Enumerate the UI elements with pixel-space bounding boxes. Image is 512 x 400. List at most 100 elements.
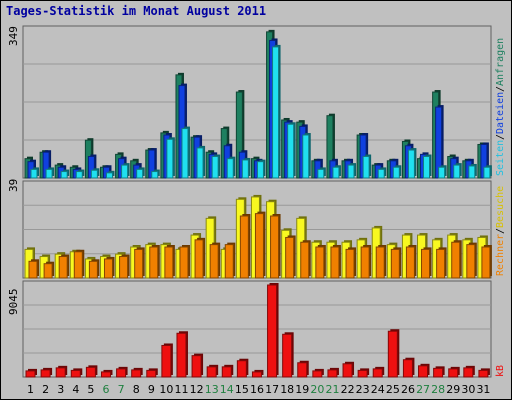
seiten-bar <box>30 168 38 179</box>
x-tick-label: 13 <box>205 383 219 396</box>
x-tick-label: 16 <box>250 383 264 396</box>
legend-top-label: Anfragen <box>495 38 506 86</box>
rechner-bar <box>58 256 68 279</box>
kb-bar <box>161 344 172 378</box>
rechner-bar <box>88 260 98 279</box>
rechner-bar <box>466 244 476 279</box>
rechner-bar <box>436 248 446 279</box>
kb-bar <box>176 332 187 378</box>
seiten-bar <box>302 134 310 179</box>
visits-panel-ymax-label: 39 <box>7 179 20 192</box>
seiten-bar <box>136 168 144 179</box>
seiten-bar <box>196 147 204 179</box>
seiten-bar <box>166 138 174 179</box>
x-tick-label: 2 <box>42 383 49 396</box>
kb-bar <box>221 366 232 378</box>
kb-bar <box>267 284 278 378</box>
rechner-bar <box>73 251 83 279</box>
kb-bar <box>342 363 353 378</box>
seiten-bar <box>151 171 159 179</box>
kb-bar <box>463 367 474 378</box>
seiten-bar <box>181 128 189 179</box>
seiten-bar <box>121 164 129 179</box>
seiten-bar <box>105 172 113 179</box>
rechner-bar <box>134 248 144 279</box>
rechner-bar <box>179 246 189 279</box>
kb-bar <box>357 369 368 378</box>
x-tick-label: 6 <box>103 383 110 396</box>
legend-top-label: Seiten <box>495 140 506 176</box>
kb-bar <box>327 369 338 378</box>
x-tick-label: 23 <box>356 383 370 396</box>
kb-bar <box>25 370 36 378</box>
kb-bar <box>191 355 202 378</box>
seiten-bar <box>75 171 83 179</box>
kb-bar <box>297 362 308 378</box>
seiten-bar <box>60 171 68 179</box>
rechner-bar <box>209 244 219 279</box>
rechner-bar <box>43 263 53 279</box>
kb-panel-ymax-label: 9045 <box>7 289 20 316</box>
x-tick-label: 8 <box>133 383 140 396</box>
x-tick-label: 19 <box>295 383 309 396</box>
rechner-bar <box>360 246 370 279</box>
x-tick-label: 17 <box>265 383 279 396</box>
kb-bar <box>418 365 429 378</box>
x-tick-label: 24 <box>371 383 385 396</box>
kb-bar <box>478 369 489 378</box>
seiten-bar <box>423 156 431 179</box>
legend-mid-label: Rechner <box>495 234 506 276</box>
legend-mid-label: Besuche <box>495 186 506 228</box>
rechner-bar <box>330 246 340 279</box>
rechner-bar <box>119 256 129 279</box>
kb-bar <box>55 367 66 378</box>
kb-bar <box>448 368 459 378</box>
seiten-bar <box>332 166 340 179</box>
seiten-bar <box>347 164 355 179</box>
seiten-bar <box>453 164 461 179</box>
hits-panel-ymax-label: 349 <box>7 26 20 46</box>
chart-title: Tages-Statistik im Monat August 2011 <box>6 4 267 18</box>
rechner-bar <box>451 241 461 279</box>
kb-bar <box>70 369 81 378</box>
rechner-bar <box>405 246 415 279</box>
kb-bar <box>40 369 51 378</box>
kb-bar <box>85 366 96 378</box>
rechner-bar <box>421 248 431 279</box>
x-tick-label: 1 <box>27 383 34 396</box>
kb-bar <box>131 369 142 378</box>
x-tick-label: 27 <box>416 383 430 396</box>
x-tick-label: 18 <box>280 383 294 396</box>
kb-bar <box>312 370 323 378</box>
x-tick-label: 4 <box>72 383 79 396</box>
rechner-bar <box>481 246 491 279</box>
kb-bar <box>116 368 127 378</box>
rechner-bar <box>239 215 249 279</box>
x-tick-label: 31 <box>476 383 490 396</box>
rechner-bar <box>149 246 159 279</box>
legend-top-separator: / <box>495 134 506 140</box>
x-tick-label: 28 <box>431 383 445 396</box>
seiten-bar <box>468 165 476 179</box>
seiten-bar <box>407 149 415 179</box>
legend-bot-label: kB <box>495 365 506 377</box>
seiten-bar <box>45 168 53 179</box>
seiten-bar <box>362 156 370 179</box>
rechner-bar <box>270 215 280 279</box>
rechner-bar <box>28 260 38 279</box>
x-tick-label: 12 <box>190 383 204 396</box>
kb-bar <box>146 369 157 378</box>
rechner-bar <box>194 239 204 279</box>
x-tick-label: 11 <box>175 383 189 396</box>
x-tick-label: 20 <box>310 383 324 396</box>
seiten-bar <box>392 166 400 179</box>
rechner-bar <box>300 241 310 279</box>
x-tick-label: 26 <box>401 383 415 396</box>
rechner-bar <box>164 246 174 279</box>
seiten-bar <box>211 156 219 179</box>
seiten-bar <box>377 168 385 179</box>
seiten-bar <box>287 123 295 179</box>
x-tick-label: 5 <box>87 383 94 396</box>
rechner-bar <box>224 244 234 279</box>
seiten-bar <box>226 158 234 179</box>
